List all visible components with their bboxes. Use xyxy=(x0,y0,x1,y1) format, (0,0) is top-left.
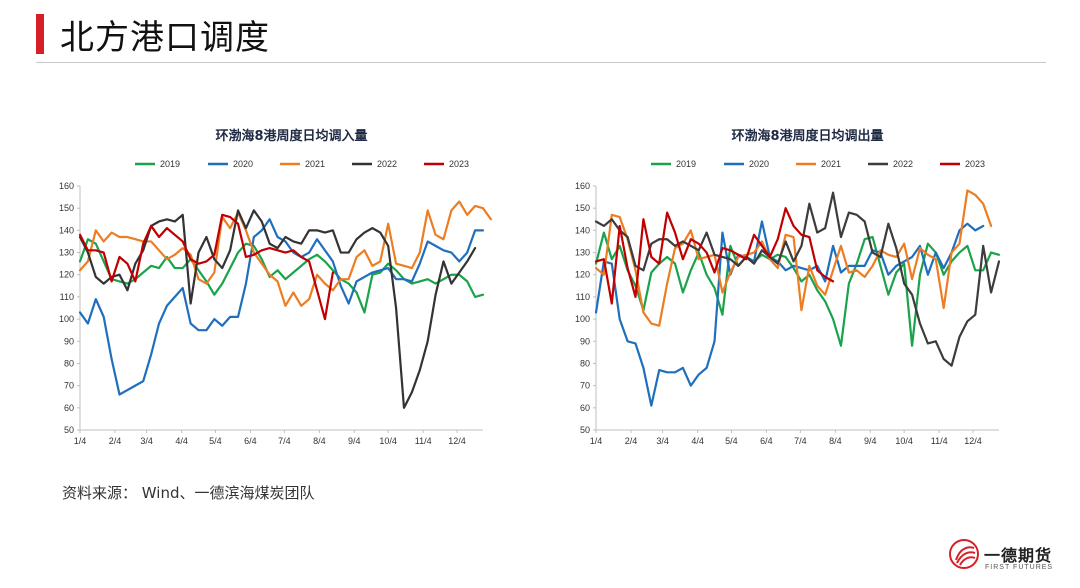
logo-subtitle: FIRST FUTURES xyxy=(985,564,1054,571)
y-tick-label: 130 xyxy=(59,248,74,258)
x-tick-label: 4/4 xyxy=(691,436,704,446)
x-tick-label: 7/4 xyxy=(278,436,291,446)
x-tick-label: 9/4 xyxy=(864,436,877,446)
page-title: 北方港口调度 xyxy=(60,18,270,58)
y-tick-label: 80 xyxy=(64,358,74,368)
y-tick-label: 100 xyxy=(59,314,74,324)
legend-label: 2019 xyxy=(160,159,180,169)
y-tick-label: 80 xyxy=(580,358,590,368)
legend-item-2023: 2023 xyxy=(424,159,469,169)
outflow-chart: 环渤海8港周度日均调出量 2019 2020 2021 2022 2023 50 60 70 80… xyxy=(556,118,1026,448)
legend-label: 2023 xyxy=(449,159,469,169)
chart-svg: 环渤海8港周度日均调出量 2019 2020 2021 2022 2023 50 60 70 80… xyxy=(575,128,1001,446)
chart-title: 环渤海8港周度日均调出量 xyxy=(731,128,883,144)
y-tick-label: 160 xyxy=(59,181,74,191)
x-tick-label: 2/4 xyxy=(109,436,122,446)
x-tick-label: 7/4 xyxy=(794,436,807,446)
x-tick-label: 10/4 xyxy=(895,436,913,446)
x-tick-label: 5/4 xyxy=(209,436,222,446)
title-divider xyxy=(36,62,1046,63)
x-tick-label: 1/4 xyxy=(74,436,87,446)
legend-label: 2020 xyxy=(749,159,769,169)
x-tick-label: 3/4 xyxy=(140,436,153,446)
y-tick-label: 110 xyxy=(60,292,74,302)
y-tick-label: 70 xyxy=(64,381,74,391)
series-line-2023 xyxy=(78,213,334,321)
x-tick-label: 6/4 xyxy=(244,436,257,446)
chart-title: 环渤海8港周度日均调入量 xyxy=(215,128,367,144)
chart-svg: 环渤海8港周度日均调入量 2019 2020 2021 2022 2023 50 60 70 80… xyxy=(59,128,493,446)
logo-name: 一德期货 xyxy=(984,546,1053,565)
y-tick-label: 90 xyxy=(64,336,74,346)
series-line-2019 xyxy=(78,238,485,314)
y-tick-label: 160 xyxy=(575,181,590,191)
legend-label: 2021 xyxy=(305,159,325,169)
x-tick-label: 3/4 xyxy=(656,436,669,446)
y-tick-label: 50 xyxy=(64,425,74,435)
y-tick-label: 70 xyxy=(580,381,590,391)
legend-item-2019: 2019 xyxy=(651,159,696,169)
logo-emblem-icon xyxy=(949,539,979,569)
y-tick-label: 90 xyxy=(580,336,590,346)
series-line-2020 xyxy=(78,218,485,396)
x-tick-label: 5/4 xyxy=(725,436,738,446)
legend-item-2022: 2022 xyxy=(352,159,397,169)
legend-label: 2019 xyxy=(676,159,696,169)
legend-label: 2022 xyxy=(377,159,397,169)
company-logo: 一德期货 FIRST FUTURES xyxy=(948,538,1068,582)
y-tick-label: 140 xyxy=(59,225,74,235)
legend-label: 2021 xyxy=(821,159,841,169)
y-tick-label: 140 xyxy=(575,225,590,235)
series-line-2023 xyxy=(594,207,835,305)
x-tick-label: 11/4 xyxy=(415,436,432,446)
x-tick-label: 12/4 xyxy=(448,436,466,446)
legend-item-2020: 2020 xyxy=(724,159,769,169)
legend-item-2021: 2021 xyxy=(280,159,325,169)
source-note: 资料来源： Wind、一德滨海煤炭团队 xyxy=(62,484,315,502)
inflow-chart: 环渤海8港周度日均调入量 2019 2020 2021 2022 2023 50 60 70 80… xyxy=(40,118,510,448)
series-line-2020 xyxy=(594,220,985,407)
legend-label: 2023 xyxy=(965,159,985,169)
y-tick-label: 150 xyxy=(59,203,74,213)
x-tick-label: 4/4 xyxy=(175,436,188,446)
y-tick-label: 130 xyxy=(575,248,590,258)
legend-item-2019: 2019 xyxy=(135,159,180,169)
series-line-2021 xyxy=(78,200,493,307)
x-tick-label: 6/4 xyxy=(760,436,773,446)
legend-item-2021: 2021 xyxy=(796,159,841,169)
title-accent-bar xyxy=(36,14,44,54)
y-tick-label: 120 xyxy=(59,270,74,280)
series-line-2022 xyxy=(78,209,477,409)
y-tick-label: 120 xyxy=(575,270,590,280)
x-tick-label: 9/4 xyxy=(348,436,361,446)
y-tick-label: 100 xyxy=(575,314,590,324)
legend-label: 2022 xyxy=(893,159,913,169)
x-tick-label: 8/4 xyxy=(313,436,326,446)
legend-label: 2020 xyxy=(233,159,253,169)
x-tick-label: 11/4 xyxy=(931,436,948,446)
x-tick-label: 8/4 xyxy=(829,436,842,446)
y-tick-label: 50 xyxy=(580,425,590,435)
x-tick-label: 12/4 xyxy=(964,436,982,446)
series-line-2019 xyxy=(594,231,1001,347)
x-tick-label: 2/4 xyxy=(625,436,638,446)
series-line-2021 xyxy=(594,189,993,327)
y-tick-label: 150 xyxy=(575,203,590,213)
x-tick-label: 10/4 xyxy=(379,436,397,446)
legend-item-2020: 2020 xyxy=(208,159,253,169)
legend-item-2023: 2023 xyxy=(940,159,985,169)
y-tick-label: 110 xyxy=(576,292,590,302)
y-tick-label: 60 xyxy=(580,403,590,413)
legend-item-2022: 2022 xyxy=(868,159,913,169)
x-tick-label: 1/4 xyxy=(590,436,603,446)
y-tick-label: 60 xyxy=(64,403,74,413)
